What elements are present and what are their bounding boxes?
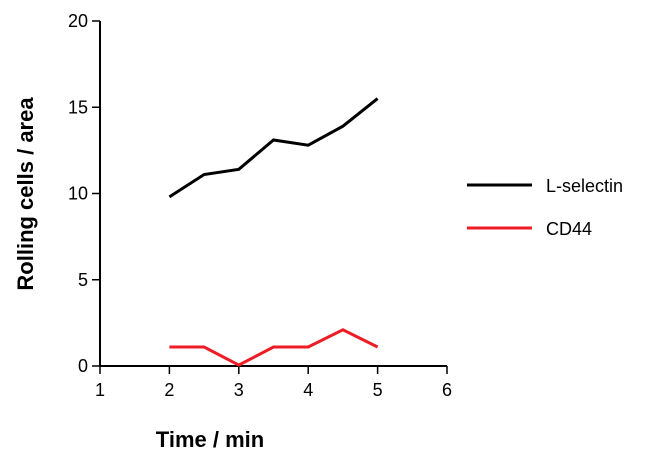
x-tick-label: 3 [234,380,244,400]
y-tick-label: 20 [68,11,88,31]
x-tick-label: 4 [303,380,313,400]
x-axis-title: Time / min [156,427,264,452]
ticks: 0 5 10 15 20 1 2 3 4 5 6 [68,11,452,400]
legend: L-selectin CD44 [467,176,623,239]
y-axis-title: Rolling cells / area [13,97,38,291]
x-tick-label: 5 [373,380,383,400]
axes [99,21,447,367]
series-line-l-selectin [168,97,379,199]
x-tick-label: 2 [164,380,174,400]
y-tick-label: 0 [78,356,88,376]
legend-label-l-selectin: L-selectin [546,176,623,196]
x-tick-label: 1 [95,380,105,400]
series-line-cd44 [169,328,379,367]
y-tick-label: 5 [78,270,88,290]
x-tick-label: 6 [442,380,452,400]
series-group [168,97,379,367]
y-tick-label: 10 [68,184,88,204]
y-tick-label: 15 [68,97,88,117]
legend-label-cd44: CD44 [546,219,592,239]
